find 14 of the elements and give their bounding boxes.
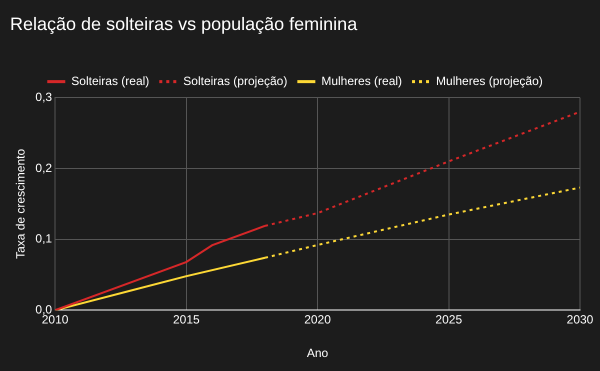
legend-label: Solteiras (real) xyxy=(71,74,150,88)
x-tick-label: 2020 xyxy=(304,312,332,327)
chart-title: Relação de solteiras vs população feminina xyxy=(10,14,358,34)
y-axis-title: Taxa de crescimento xyxy=(14,148,28,259)
y-tick-label: 0,1 xyxy=(35,232,52,246)
x-tick-label: 2030 xyxy=(566,312,594,327)
y-tick-label: 0,3 xyxy=(35,90,52,104)
x-axis-title: Ano xyxy=(306,346,329,360)
legend-label: Solteiras (projeção) xyxy=(183,74,288,88)
legend-label: Mulheres (real) xyxy=(321,74,402,88)
x-tick-label: 2015 xyxy=(172,312,200,327)
x-tick-label: 2025 xyxy=(435,312,462,327)
y-tick-label: 0,2 xyxy=(35,160,52,175)
legend-label: Mulheres (projeção) xyxy=(436,74,543,88)
